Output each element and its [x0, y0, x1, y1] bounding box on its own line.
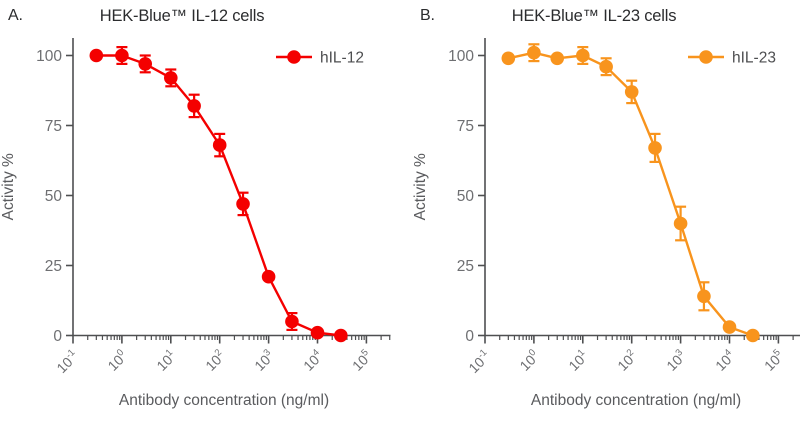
x-tick-label: 10-1 [53, 347, 82, 376]
y-ticks: 0 25 50 75 100 [36, 48, 73, 345]
y-tick-label: 75 [457, 118, 474, 135]
data-point [261, 269, 276, 284]
data-point [212, 138, 227, 152]
x-tick-label: 104 [299, 347, 326, 374]
data-point [550, 51, 565, 66]
data-point [89, 48, 104, 63]
data-point [576, 48, 590, 63]
axes [72, 38, 391, 337]
y-ticks: 0 25 50 75 100 [448, 48, 485, 345]
panel-b-title: HEK-Blue™ IL-23 cells [511, 7, 677, 25]
x-tick-label: 102 [202, 347, 229, 374]
x-tick-label: 105 [760, 347, 787, 374]
y-tick-label: 100 [36, 48, 62, 65]
data-point [187, 99, 201, 113]
x-tick-label: 100 [104, 347, 131, 374]
data-point [310, 325, 325, 340]
y-axis-title: Activity % [412, 153, 429, 220]
x-tick-label: 101 [153, 347, 180, 374]
data-point [624, 85, 639, 99]
data-points [89, 48, 348, 343]
data-point [334, 328, 348, 343]
legend-label: hIL-23 [732, 50, 776, 67]
x-ticks: 10-1 100 101 102 103 104 105 [465, 335, 787, 376]
y-tick-label: 75 [45, 118, 62, 135]
data-point [115, 48, 129, 63]
x-tick-label: 102 [614, 347, 641, 374]
legend: hIL-23 [688, 50, 776, 67]
data-point [236, 197, 250, 211]
panel-b-label: B. [420, 7, 435, 24]
y-axis-title: Activity % [0, 153, 17, 220]
x-tick-label: 105 [348, 347, 375, 374]
panel-a-label: A. [8, 7, 23, 24]
panel-a-title: HEK-Blue™ IL-12 cells [99, 7, 265, 25]
data-point [697, 289, 711, 304]
x-tick-label: 100 [516, 347, 543, 374]
data-point [599, 59, 613, 74]
data-point [164, 71, 178, 85]
panel-b: B. HEK-Blue™ IL-23 cells 0 25 50 75 100 10-1 1… [412, 0, 800, 432]
il23-dose-response-chart: 0 25 50 75 100 10-1 100 101 102 103 104 105 Activity… [412, 38, 800, 409]
data-point [648, 141, 662, 155]
legend: hIL-12 [276, 50, 364, 67]
data-point [285, 314, 299, 329]
y-tick-label: 100 [448, 48, 474, 65]
y-tick-label: 50 [457, 188, 475, 205]
y-tick-label: 50 [45, 188, 63, 205]
error-bars [90, 45, 347, 340]
panel-a: A. HEK-Blue™ IL-12 cells 0 25 50 75 100 10-1 1… [0, 7, 391, 409]
data-point [501, 51, 516, 66]
x-axis-title: Antibody concentration (ng/ml) [531, 392, 741, 409]
x-minor-ticks [499, 335, 794, 340]
x-tick-label: 101 [565, 347, 592, 374]
data-points [501, 45, 760, 343]
data-point [722, 320, 737, 334]
data-point [673, 216, 688, 231]
y-tick-label: 25 [45, 258, 62, 275]
x-minor-ticks [87, 335, 391, 340]
y-tick-label: 0 [53, 328, 62, 345]
data-point [746, 328, 760, 343]
y-tick-label: 25 [457, 258, 474, 275]
series-hIL-12 [89, 45, 348, 343]
x-axis-title: Antibody concentration (ng/ml) [119, 392, 329, 409]
il12-dose-response-chart: 0 25 50 75 100 10-1 100 101 102 103 104 105 Activity… [0, 38, 391, 409]
x-tick-label: 103 [250, 347, 277, 374]
x-tick-label: 10-1 [465, 347, 494, 376]
legend-label: hIL-12 [320, 50, 364, 67]
x-tick-label: 103 [662, 347, 689, 374]
legend-marker [287, 50, 301, 64]
x-ticks: 10-1 100 101 102 103 104 105 [53, 335, 375, 376]
data-point [138, 57, 153, 71]
x-tick-label: 104 [711, 347, 738, 374]
series-line [96, 54, 341, 337]
data-point [527, 45, 541, 60]
legend-marker [699, 50, 713, 64]
axes [484, 38, 800, 337]
series-hIL-23 [501, 43, 760, 343]
y-tick-label: 0 [465, 328, 474, 345]
